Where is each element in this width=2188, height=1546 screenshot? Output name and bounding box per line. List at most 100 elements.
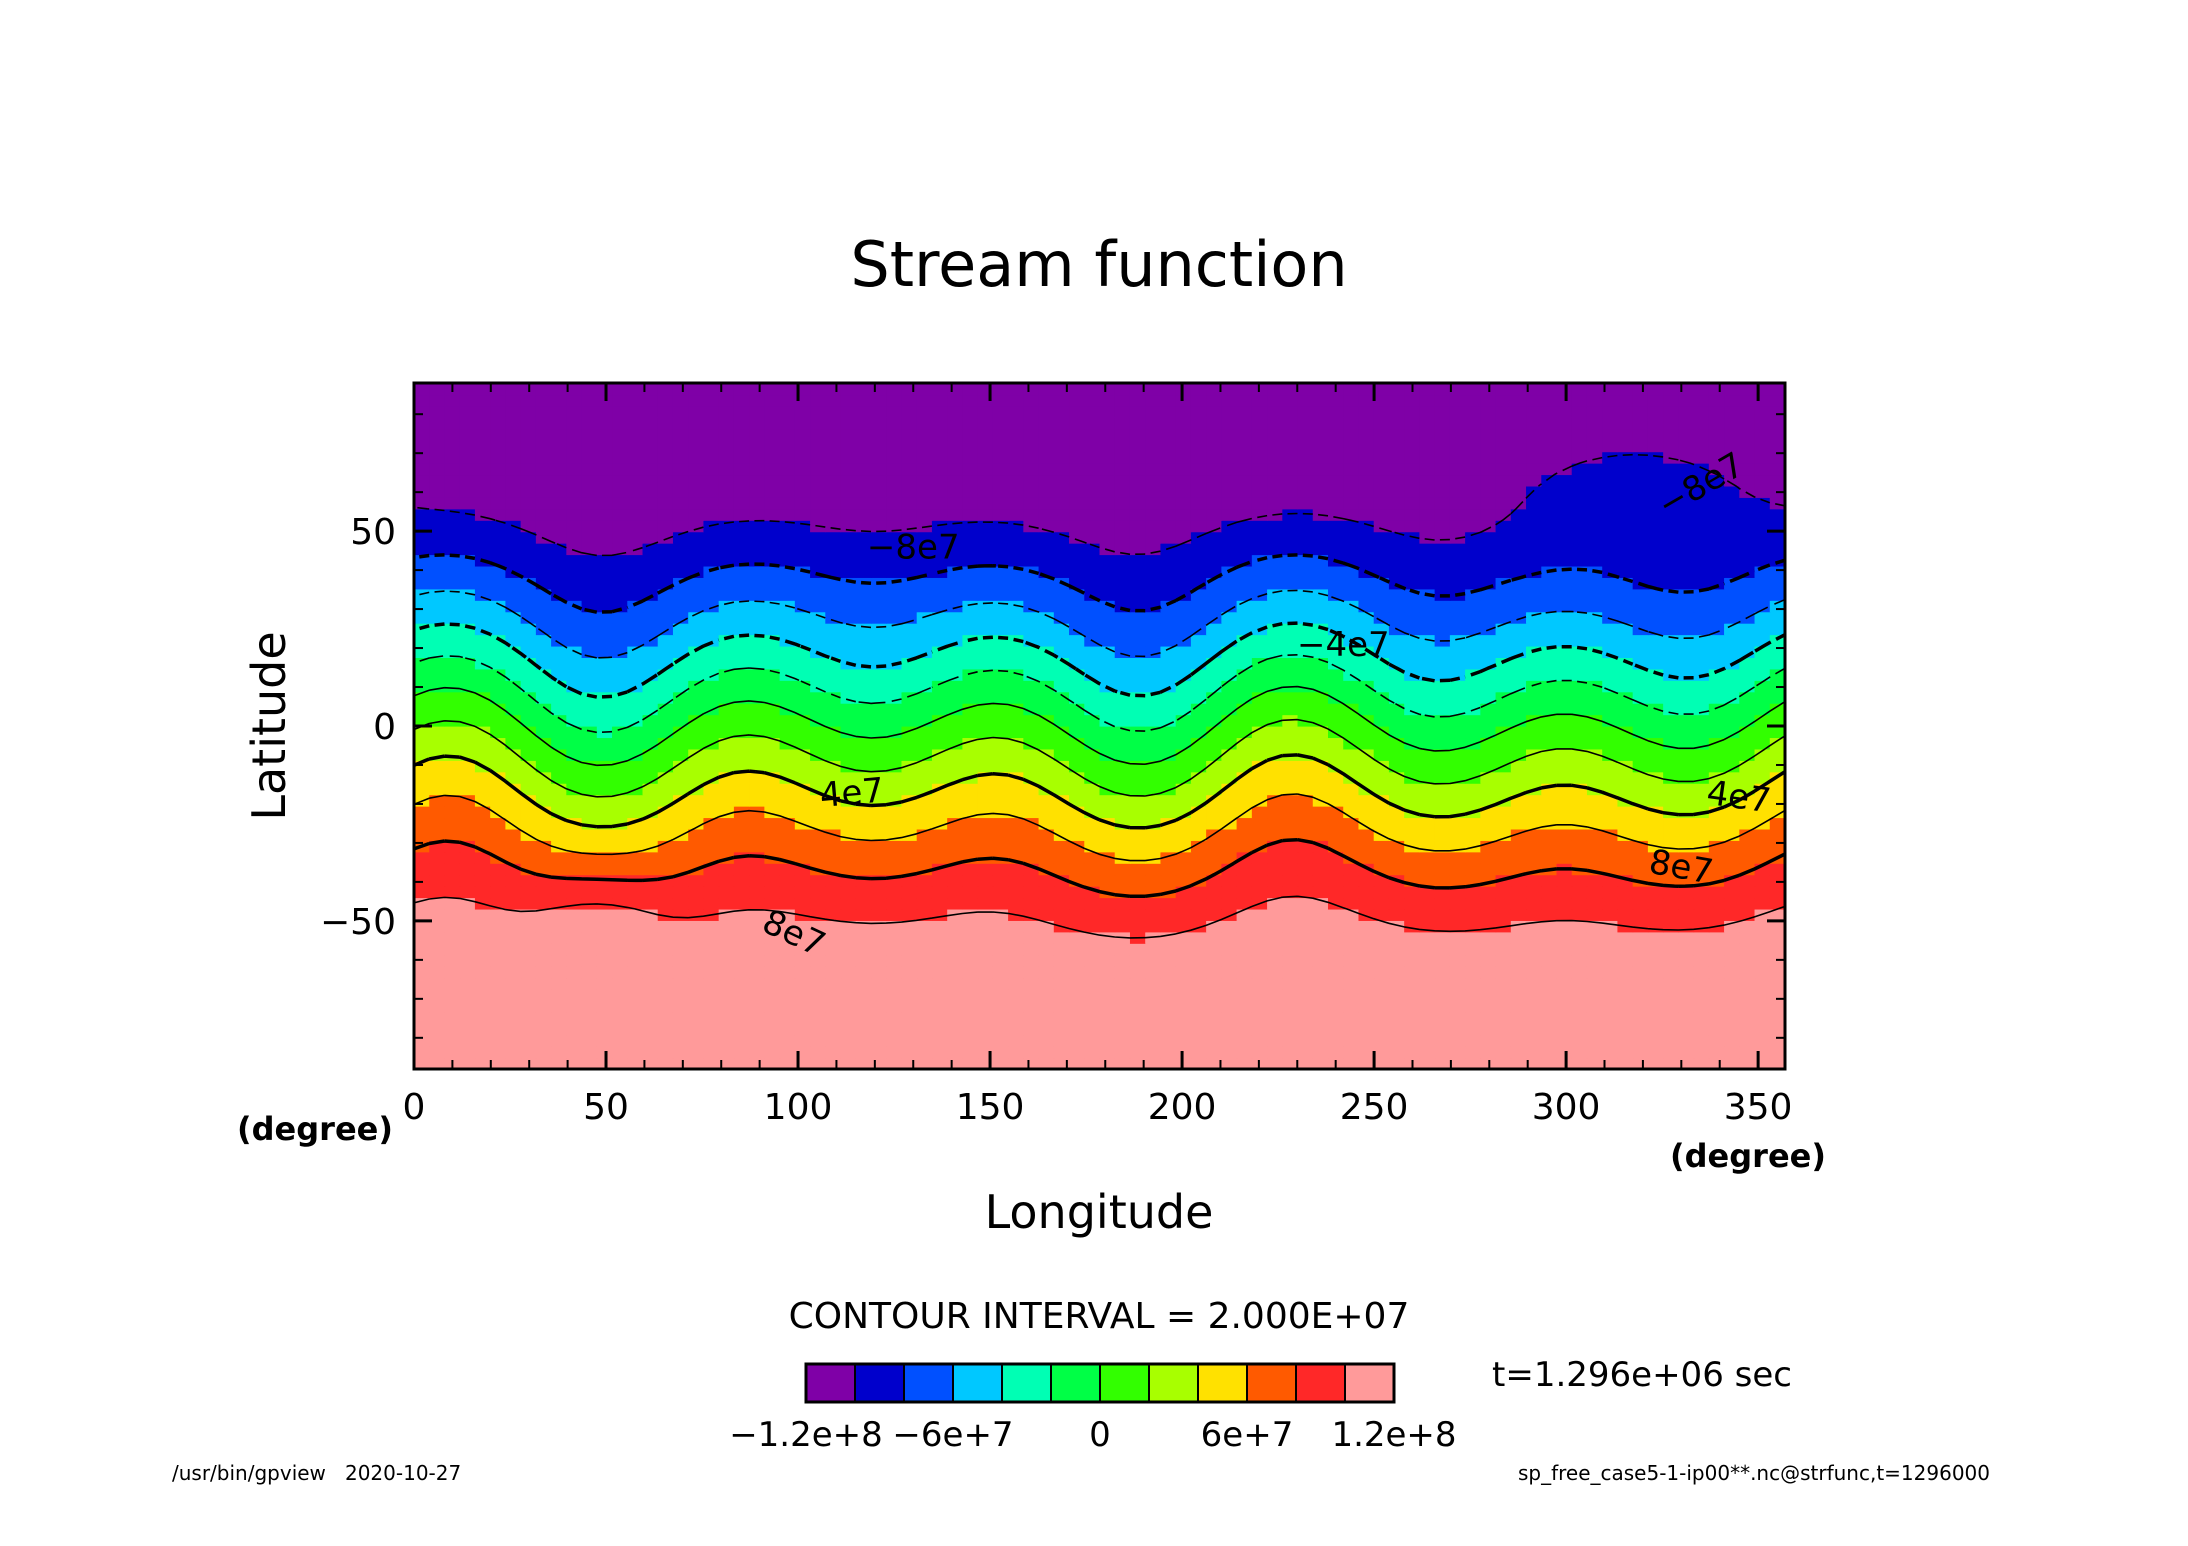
contour-cell [1069, 748, 1085, 761]
contour-cell [764, 623, 781, 636]
contour-cell [1053, 623, 1070, 636]
contour-cell [1449, 554, 1466, 567]
contour-cell [596, 520, 613, 533]
contour-cell [551, 497, 567, 510]
contour-cell [718, 588, 735, 601]
contour-cell [596, 931, 613, 944]
contour-cell [1708, 737, 1725, 750]
contour-cell [733, 703, 750, 716]
contour-cell [916, 577, 933, 590]
contour-cell [1069, 554, 1085, 567]
contour-cell [931, 554, 948, 567]
contour-cell [1541, 931, 1558, 944]
contour-cell [1632, 886, 1649, 899]
contour-cell [1754, 657, 1771, 670]
contour-cell [1221, 886, 1238, 899]
contour-cell [1754, 543, 1771, 556]
contour-cell [459, 977, 476, 990]
contour-cell [855, 954, 872, 967]
contour-cell [520, 543, 537, 556]
contour-cell [1114, 726, 1131, 739]
contour-cell [1023, 966, 1040, 979]
contour-cell [1556, 714, 1573, 727]
contour-cell [1647, 600, 1664, 613]
contour-cell [718, 1000, 735, 1013]
contour-cell [779, 988, 796, 1001]
contour-cell [1373, 840, 1390, 853]
contour-cell [490, 714, 506, 727]
contour-cell [1678, 497, 1695, 510]
contour-cell [551, 623, 567, 636]
contour-cell [1038, 485, 1055, 498]
contour-cell [718, 1057, 735, 1069]
contour-cell [1023, 1011, 1040, 1024]
contour-cell [672, 748, 689, 761]
contour-cell [1769, 554, 1785, 567]
contour-cell [1632, 863, 1649, 876]
contour-cell [931, 634, 948, 647]
contour-cell [688, 600, 705, 613]
contour-cell [1586, 794, 1603, 807]
contour-cell [1023, 954, 1040, 967]
contour-cell [749, 886, 765, 899]
contour-cell [429, 1034, 446, 1047]
contour-cell [566, 920, 583, 933]
contour-cell [1312, 714, 1329, 727]
contour-cell [1099, 806, 1116, 819]
contour-cell [1693, 1000, 1710, 1013]
contour-cell [1556, 451, 1573, 464]
contour-cell [1297, 977, 1314, 990]
contour-cell [1038, 931, 1055, 944]
contour-cell [749, 931, 765, 944]
contour-cell [1617, 943, 1634, 956]
contour-cell [1571, 920, 1588, 933]
contour-cell [1388, 760, 1405, 773]
contour-cell [1388, 474, 1405, 487]
contour-cell [779, 554, 796, 567]
contour-cell [1328, 931, 1344, 944]
contour-cell [1388, 920, 1405, 933]
contour-cell [1145, 588, 1162, 601]
contour-cell [1708, 1057, 1725, 1069]
contour-cell [1297, 851, 1314, 864]
contour-cell [596, 806, 613, 819]
contour-cell [1328, 440, 1344, 453]
contour-cell [1251, 863, 1268, 876]
contour-cell [1541, 943, 1558, 956]
contour-cell [1145, 508, 1162, 521]
contour-cell [1053, 588, 1070, 601]
contour-cell [627, 794, 644, 807]
contour-cell [1647, 897, 1664, 910]
contour-cell [1449, 657, 1466, 670]
contour-cell [566, 931, 583, 944]
contour-cell [1617, 600, 1634, 613]
contour-cell [1724, 851, 1740, 864]
contour-cell [657, 565, 674, 578]
contour-cell [1373, 977, 1390, 990]
contour-cell [1526, 451, 1542, 464]
contour-cell [1571, 554, 1588, 567]
contour-cell [1769, 874, 1785, 887]
contour-cell [916, 977, 933, 990]
contour-cell [672, 760, 689, 773]
contour-cell [1754, 474, 1771, 487]
contour-cell [1556, 531, 1573, 544]
contour-cell [1708, 508, 1725, 521]
contour-cell [825, 920, 842, 933]
contour-cell [1190, 440, 1207, 453]
contour-cell [444, 657, 461, 670]
contour-cell [1053, 840, 1070, 853]
contour-cell [1388, 886, 1405, 899]
contour-cell [1480, 623, 1497, 636]
contour-cell [733, 428, 750, 441]
contour-cell [1160, 874, 1177, 887]
contour-cell [429, 954, 446, 967]
contour-cell [1541, 1023, 1558, 1036]
contour-cell [886, 680, 903, 693]
contour-cell [886, 931, 903, 944]
contour-cell [886, 737, 903, 750]
contour-cell [612, 668, 628, 681]
contour-cell [444, 588, 461, 601]
contour-cell [749, 1023, 765, 1036]
contour-cell [490, 691, 506, 704]
